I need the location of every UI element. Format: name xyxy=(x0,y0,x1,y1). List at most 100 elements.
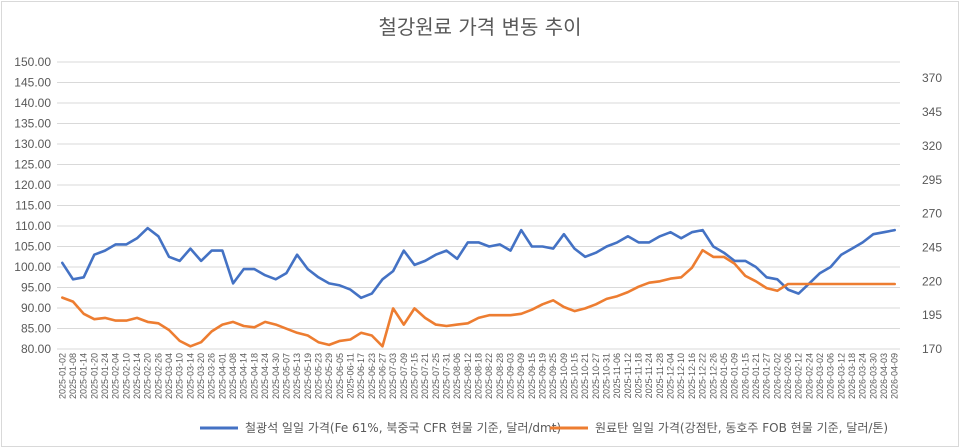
left-axis-tick-label: 125.00 xyxy=(14,158,51,172)
x-axis-tick-label: 2026-03-24 xyxy=(858,353,868,399)
x-axis-tick-label: 2025-12-16 xyxy=(687,353,697,399)
x-axis-tick-label: 2025-02-20 xyxy=(143,353,153,399)
x-axis-tick-label: 2025-03-04 xyxy=(164,353,174,399)
x-axis-tick-label: 2025-05-23 xyxy=(313,353,323,399)
x-axis-tick-label: 2026-01-21 xyxy=(751,353,761,399)
x-axis-tick-label: 2025-09-03 xyxy=(506,353,516,399)
x-axis-tick-label: 2025-04-18 xyxy=(249,353,259,399)
left-axis-tick-label: 110.00 xyxy=(15,219,51,233)
x-axis-tick-label: 2025-12-04 xyxy=(666,353,676,399)
right-axis-tick-label: 345 xyxy=(922,105,942,119)
right-axis-tick-label: 220 xyxy=(922,274,942,288)
x-axis-tick-label: 2026-03-02 xyxy=(815,353,825,399)
chart-title: 철강원료 가격 변동 추이 xyxy=(378,15,581,39)
right-axis-tick-label: 295 xyxy=(922,173,942,187)
x-axis-tick-label: 2025-01-08 xyxy=(68,353,78,399)
x-axis-tick-label: 2026-04-03 xyxy=(879,353,889,399)
x-axis-tick-label: 2025-01-20 xyxy=(89,353,99,399)
series-line-coking-coal xyxy=(60,248,897,348)
x-axis-tick-label: 2025-11-12 xyxy=(623,353,633,398)
x-axis-tick-label: 2025-08-18 xyxy=(474,353,484,399)
right-axis-ticks: 370 345 320 295 270 245 220 195 170 xyxy=(922,71,942,356)
x-axis-tick-label: 2025-04-24 xyxy=(260,353,270,399)
x-axis-tick-label: 2026-04-09 xyxy=(890,353,900,399)
left-axis-tick-label: 135.00 xyxy=(14,117,51,131)
x-axis-tick-label: 2025-03-20 xyxy=(196,353,206,399)
x-axis-tick-label: 2026-02-02 xyxy=(772,353,782,399)
series-line-iron-ore xyxy=(60,226,897,300)
right-axis-tick-label: 370 xyxy=(922,71,942,85)
x-axis-tick-label: 2026-03-30 xyxy=(868,353,878,399)
x-axis-tick-label: 2025-11-24 xyxy=(644,353,654,398)
x-axis-tick-label: 2025-04-14 xyxy=(239,353,249,399)
x-axis-tick-label: 2025-02-10 xyxy=(121,353,131,399)
legend-label-iron-ore: 철광석 일일 가격(Fe 61%, 북중국 CFR 현물 기준, 달러/dmt) xyxy=(245,421,561,435)
x-axis-tick-label: 2026-01-09 xyxy=(730,353,740,399)
x-axis-tick-label: 2025-02-04 xyxy=(111,353,121,399)
x-axis-tick-label: 2026-01-15 xyxy=(740,353,750,399)
left-axis-tick-label: 105.00 xyxy=(14,240,51,254)
x-axis-tick-label: 2025-11-28 xyxy=(655,353,665,398)
x-axis-tick-label: 2025-05-19 xyxy=(303,353,313,399)
x-axis-tick-label: 2025-12-10 xyxy=(676,353,686,399)
left-axis-ticks: 150.00 145.00 140.00 135.00 130.00 125.00 120.… xyxy=(14,55,51,356)
x-axis-tick-label: 2025-02-14 xyxy=(132,353,142,399)
left-axis-tick-label: 85.00 xyxy=(21,322,51,336)
x-axis-tick-label: 2026-02-06 xyxy=(783,353,793,399)
x-axis-tick-label: 2025-07-09 xyxy=(399,353,409,399)
x-axis-tick-label: 2025-01-24 xyxy=(100,353,110,399)
x-axis-tick-label: 2025-12-22 xyxy=(698,353,708,399)
x-axis-tick-label: 2025-12-26 xyxy=(708,353,718,399)
right-axis-tick-label: 170 xyxy=(922,342,942,356)
x-axis-tick-label: 2025-03-26 xyxy=(207,353,217,399)
x-axis-tick-label: 2025-07-25 xyxy=(431,353,441,399)
x-axis-tick-label: 2025-08-28 xyxy=(495,353,505,399)
x-axis-tick-label: 2025-04-08 xyxy=(228,353,238,399)
right-axis-tick-label: 245 xyxy=(922,240,942,254)
x-axis-tick-label: 2025-09-25 xyxy=(548,353,558,399)
right-axis-tick-label: 195 xyxy=(922,308,942,322)
x-axis-tick-label: 2025-09-09 xyxy=(516,353,526,399)
x-axis-tick-label: 2025-05-29 xyxy=(324,353,334,399)
x-axis-tick-label: 2025-08-06 xyxy=(452,353,462,399)
left-axis-tick-label: 145.00 xyxy=(14,76,51,90)
x-axis-tick-label: 2026-01-05 xyxy=(719,353,729,399)
left-axis-tick-label: 130.00 xyxy=(14,137,51,151)
x-axis-tick-label: 2025-07-03 xyxy=(388,353,398,399)
x-axis-tick-label: 2025-11-18 xyxy=(634,353,644,398)
left-axis-tick-label: 95.00 xyxy=(21,281,51,295)
x-axis-tick-label: 2026-03-12 xyxy=(836,353,846,399)
x-axis-tick-label: 2025-07-15 xyxy=(409,353,419,399)
series-lines xyxy=(60,226,897,348)
x-axis-tick-label: 2025-06-11 xyxy=(345,353,355,398)
x-axis-tick-label: 2025-05-07 xyxy=(281,353,291,399)
x-axis-ticks: 2025-01-02 2025-01-08 2025-01-14 2025-01-20… xyxy=(57,353,899,399)
x-axis-tick-label: 2025-06-23 xyxy=(367,353,377,399)
x-axis-tick-label: 2025-10-09 xyxy=(559,353,569,399)
x-axis-tick-label: 2025-01-14 xyxy=(79,353,89,399)
x-axis-tick-label: 2025-10-31 xyxy=(602,353,612,399)
x-axis-tick-label: 2025-08-22 xyxy=(484,353,494,399)
x-axis-tick-label: 2025-06-17 xyxy=(356,353,366,399)
x-axis-tick-label: 2025-03-14 xyxy=(185,353,195,399)
x-axis-tick-label: 2025-06-05 xyxy=(335,353,345,399)
x-axis-tick-label: 2025-04-01 xyxy=(217,353,227,399)
left-axis-tick-label: 115.00 xyxy=(15,199,51,213)
left-axis-tick-label: 120.00 xyxy=(14,178,51,192)
x-axis-tick-label: 2025-01-02 xyxy=(57,353,67,399)
x-axis-tick-label: 2026-02-12 xyxy=(794,353,804,399)
x-axis-tick-label: 2025-07-31 xyxy=(441,353,451,399)
x-axis-tick-label: 2025-10-27 xyxy=(591,353,601,399)
x-axis-tick-label: 2026-01-27 xyxy=(762,353,772,399)
legend: 철광석 일일 가격(Fe 61%, 북중국 CFR 현물 기준, 달러/dmt)… xyxy=(200,421,888,435)
x-axis-tick-label: 2025-08-12 xyxy=(463,353,473,399)
left-axis-tick-label: 80.00 xyxy=(21,342,51,356)
x-axis-tick-label: 2025-11-06 xyxy=(612,353,622,398)
legend-label-coking-coal: 원료탄 일일 가격(강점탄, 동호주 FOB 현물 기준, 달러/톤) xyxy=(595,421,888,435)
x-axis-tick-label: 2026-02-24 xyxy=(804,353,814,399)
x-axis-tick-label: 2025-09-15 xyxy=(527,353,537,399)
left-axis-tick-label: 150.00 xyxy=(14,55,51,69)
x-axis-tick-label: 2025-09-19 xyxy=(538,353,548,399)
